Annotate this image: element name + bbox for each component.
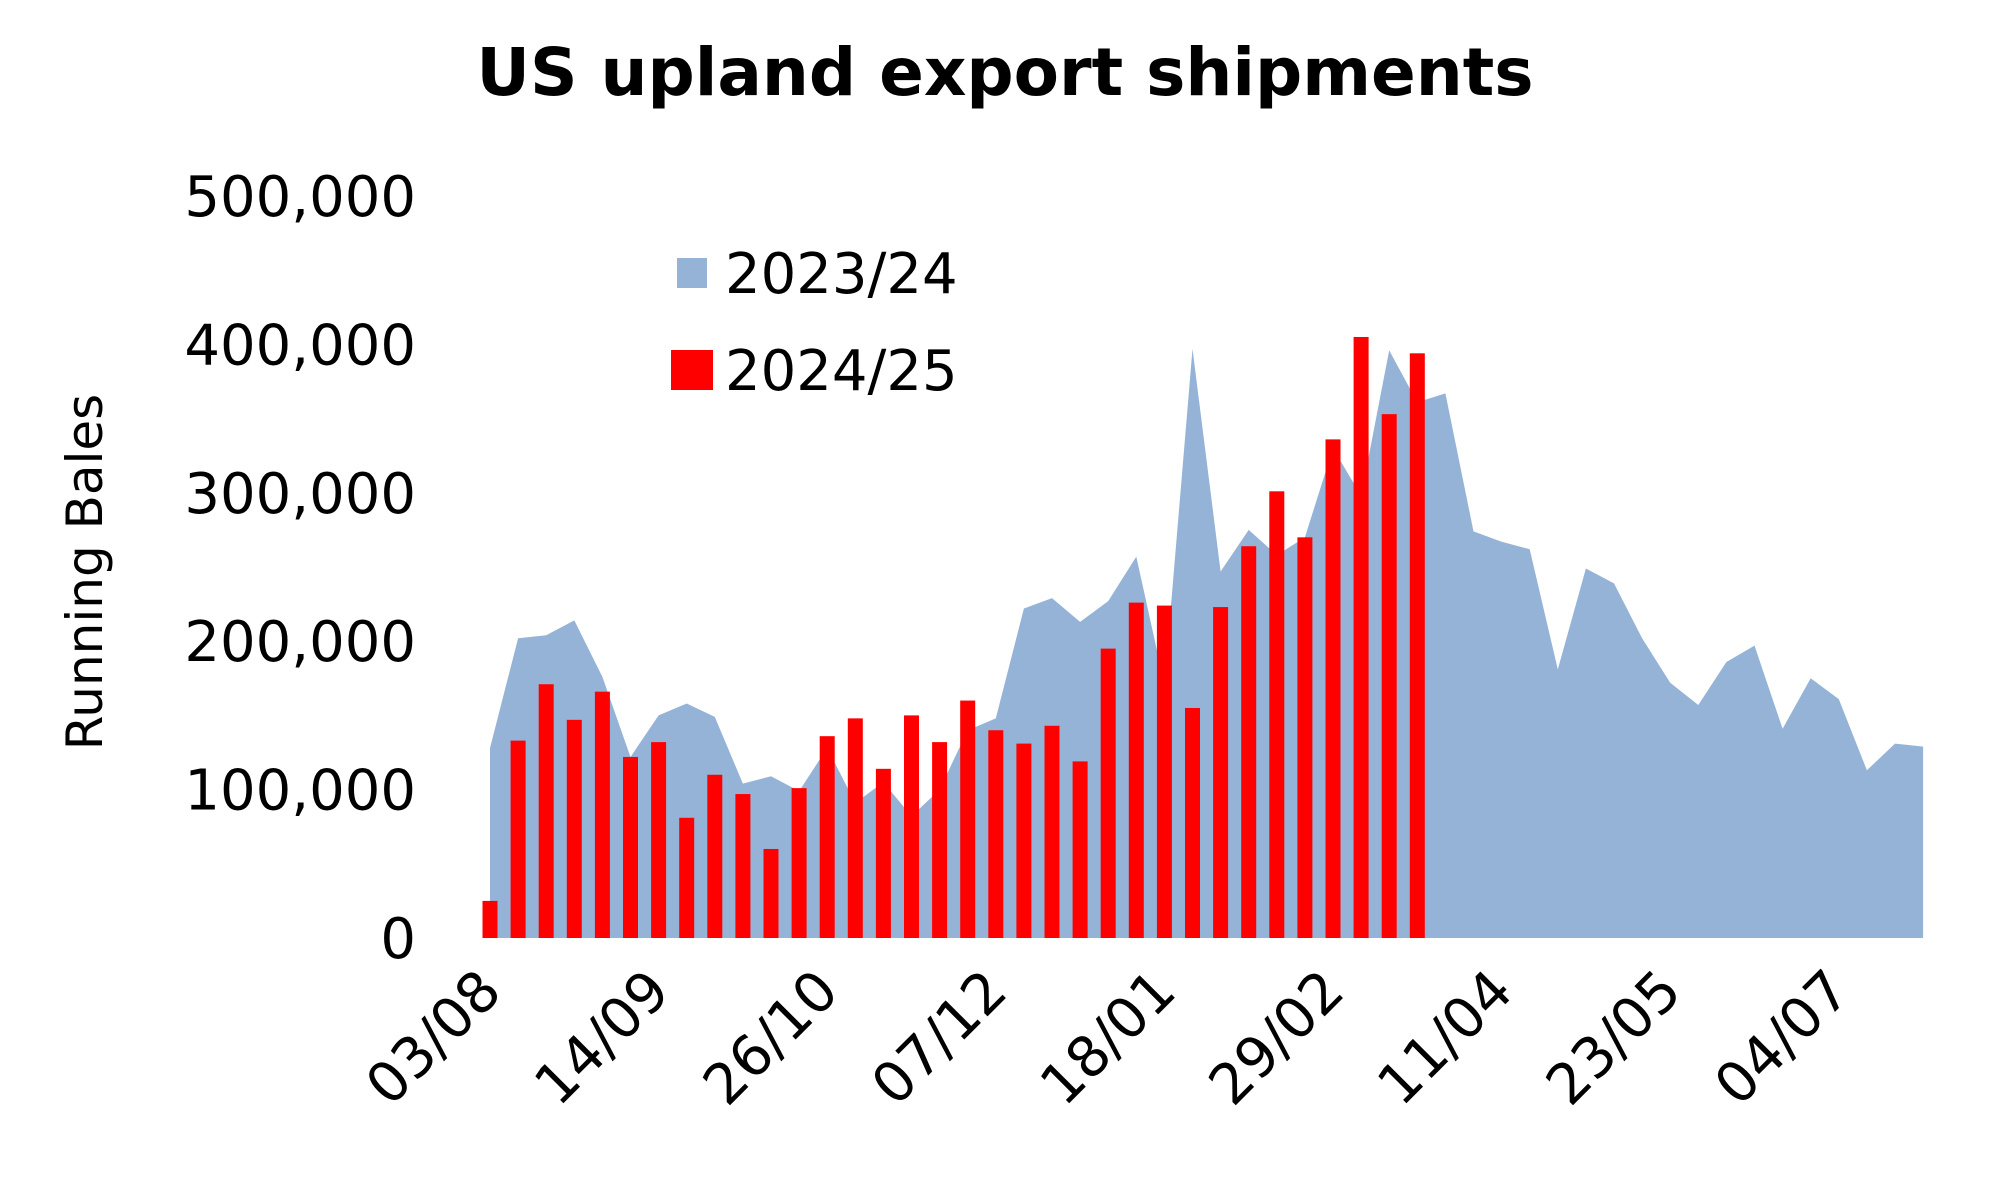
- x-tick-label: 18/01: [1028, 958, 1188, 1118]
- bar-2024-25: [566, 719, 582, 938]
- bar-2024-25: [1072, 761, 1088, 938]
- bar-2024-25: [538, 684, 554, 938]
- x-tick-label: 07/12: [860, 958, 1020, 1118]
- bar-2024-25: [1297, 537, 1313, 938]
- bar-2024-25: [1044, 725, 1060, 938]
- area-series-2023-24: [490, 348, 1924, 938]
- legend-label: 2023/24: [725, 242, 958, 307]
- bar-series-2024-25: [482, 336, 1425, 939]
- x-tick-label: 23/05: [1534, 958, 1694, 1118]
- bar-2024-25: [847, 718, 863, 938]
- bar-2024-25: [988, 730, 1004, 938]
- bar-2024-25: [1269, 491, 1285, 938]
- bar-2024-25: [875, 768, 891, 938]
- x-tick-label: 03/08: [354, 958, 514, 1118]
- bar-2024-25: [960, 700, 976, 938]
- bar-2024-25: [763, 848, 779, 938]
- y-tick-label: 100,000: [184, 759, 416, 824]
- bar-2024-25: [594, 691, 610, 938]
- x-tick-label: 14/09: [522, 958, 682, 1118]
- y-axis-ticks: 0 100,000 200,000 300,000 400,000 500,000: [184, 165, 416, 972]
- area-2023-24: [490, 348, 1924, 938]
- x-tick-label: 26/10: [691, 958, 851, 1118]
- bar-2024-25: [1128, 602, 1144, 938]
- bar-2024-25: [1353, 336, 1369, 939]
- x-tick-label: 11/04: [1365, 958, 1525, 1118]
- bar-2024-25: [679, 817, 695, 938]
- x-tick-label: 29/02: [1197, 958, 1357, 1118]
- bar-2024-25: [932, 742, 948, 938]
- x-axis-ticks: 03/08 14/09 26/10 07/12 18/01 29/02 11/04 23/05…: [354, 958, 1863, 1118]
- bar-2024-25: [707, 774, 723, 938]
- bar-2024-25: [1325, 439, 1341, 938]
- bar-2024-25: [1241, 546, 1257, 938]
- y-tick-label: 200,000: [184, 610, 416, 675]
- bar-2024-25: [735, 794, 751, 938]
- bar-2024-25: [1016, 743, 1032, 938]
- legend-label: 2024/25: [725, 339, 958, 404]
- bar-2024-25: [819, 736, 835, 938]
- bar-2024-25: [623, 756, 638, 938]
- bar-2024-25: [1100, 648, 1116, 938]
- bar-2024-25: [651, 742, 667, 938]
- bar-2024-25: [1409, 353, 1425, 939]
- legend: 2023/24 2024/25: [671, 242, 958, 404]
- y-tick-label: 500,000: [184, 165, 416, 230]
- bar-2024-25: [1213, 607, 1229, 938]
- y-axis-label: Running Bales: [56, 394, 114, 750]
- chart-title: US upland export shipments: [476, 34, 1533, 111]
- bar-2024-25: [1185, 707, 1200, 938]
- y-tick-label: 300,000: [184, 462, 416, 527]
- bar-2024-25: [1381, 414, 1397, 938]
- legend-swatch-2024-25: [671, 350, 713, 390]
- y-tick-label: 0: [380, 907, 416, 972]
- bar-2024-25: [791, 788, 807, 938]
- bar-2024-25: [1156, 605, 1172, 938]
- legend-swatch-2023-24: [677, 258, 707, 288]
- y-tick-label: 400,000: [184, 313, 416, 378]
- bar-2024-25: [482, 900, 498, 938]
- bar-2024-25: [510, 740, 526, 938]
- x-tick-label: 04/07: [1703, 958, 1863, 1118]
- bar-2024-25: [904, 715, 919, 938]
